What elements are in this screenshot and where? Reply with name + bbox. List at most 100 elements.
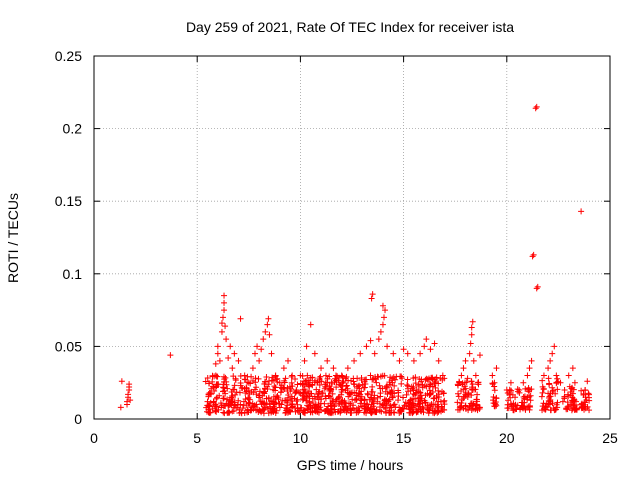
data-point	[302, 389, 309, 396]
data-point	[347, 390, 354, 397]
data-point	[368, 295, 375, 302]
data-point	[249, 400, 256, 407]
data-point	[225, 400, 232, 407]
data-point	[427, 391, 434, 398]
data-point	[426, 407, 433, 414]
data-point	[375, 336, 382, 343]
data-point	[318, 378, 325, 385]
data-point	[292, 408, 299, 415]
data-point	[403, 391, 410, 398]
data-point	[466, 403, 473, 410]
data-point	[245, 395, 252, 402]
data-point	[322, 383, 329, 390]
data-point	[551, 343, 558, 350]
data-point	[567, 392, 574, 399]
data-point	[210, 384, 217, 391]
data-point	[456, 406, 463, 413]
data-point	[522, 385, 529, 392]
data-point	[390, 409, 397, 416]
data-point	[338, 389, 345, 396]
data-point	[438, 408, 445, 415]
data-point	[463, 379, 470, 386]
data-point	[517, 406, 524, 413]
data-point	[220, 384, 227, 391]
data-point	[367, 337, 374, 344]
data-point	[324, 357, 331, 364]
data-point	[469, 318, 476, 325]
data-point	[220, 395, 227, 402]
data-point	[563, 405, 570, 412]
data-point	[251, 350, 258, 357]
data-point	[237, 401, 244, 408]
data-point	[285, 357, 292, 364]
data-point	[386, 396, 393, 403]
data-point	[307, 321, 314, 328]
data-point	[552, 390, 559, 397]
data-point	[240, 398, 247, 405]
data-point	[424, 402, 431, 409]
data-point	[260, 389, 267, 396]
x-tick-label: 25	[602, 430, 618, 446]
data-point	[265, 315, 272, 322]
data-point	[454, 399, 461, 406]
data-point	[329, 398, 336, 405]
data-point	[435, 398, 442, 405]
data-point	[343, 409, 350, 416]
data-point	[428, 401, 435, 408]
data-point	[464, 375, 471, 382]
data-point	[432, 378, 439, 385]
data-point	[343, 383, 350, 390]
data-point	[386, 407, 393, 414]
data-point	[349, 396, 356, 403]
data-point	[218, 328, 225, 335]
data-point	[476, 352, 483, 359]
data-point	[572, 406, 579, 413]
data-point	[542, 403, 549, 410]
data-point	[247, 407, 254, 414]
data-point	[313, 386, 320, 393]
data-point	[431, 340, 438, 347]
data-point	[369, 388, 376, 395]
data-point	[244, 409, 251, 416]
data-point	[491, 379, 498, 386]
data-point	[540, 372, 547, 379]
data-point	[458, 372, 465, 379]
data-point	[520, 403, 527, 410]
data-point	[297, 372, 304, 379]
data-point	[305, 377, 312, 384]
data-point	[226, 409, 233, 416]
data-point	[253, 391, 260, 398]
data-point	[301, 357, 308, 364]
data-point	[253, 401, 260, 408]
data-point	[311, 350, 318, 357]
data-point	[427, 346, 434, 353]
data-point	[467, 400, 474, 407]
data-point	[288, 379, 295, 386]
data-point	[454, 382, 461, 389]
data-point	[248, 373, 255, 380]
data-point	[578, 387, 585, 394]
data-point	[393, 373, 400, 380]
data-point	[507, 379, 514, 386]
data-point	[547, 398, 554, 405]
data-point	[217, 400, 224, 407]
data-point	[270, 377, 277, 384]
data-point	[328, 405, 335, 412]
data-point	[397, 408, 404, 415]
data-point	[373, 379, 380, 386]
chart-title: Day 259 of 2021, Rate Of TEC Index for r…	[186, 19, 514, 35]
data-point	[582, 386, 589, 393]
data-point	[554, 375, 561, 382]
data-point	[550, 387, 557, 394]
data-point	[237, 382, 244, 389]
data-point	[204, 374, 211, 381]
data-point	[358, 403, 365, 410]
data-point	[237, 373, 244, 380]
data-point	[247, 380, 254, 387]
y-tick-label: 0.05	[55, 338, 82, 354]
data-point	[334, 395, 341, 402]
data-point	[252, 379, 259, 386]
data-point	[561, 393, 568, 400]
data-point	[220, 373, 227, 380]
data-point	[473, 396, 480, 403]
